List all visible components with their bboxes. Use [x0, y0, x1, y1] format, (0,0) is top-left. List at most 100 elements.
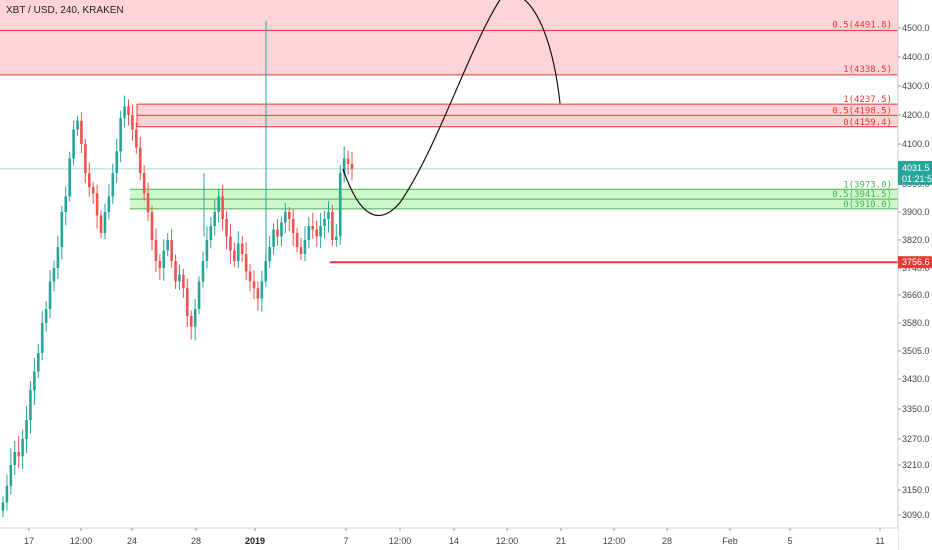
- candle-body: [248, 271, 252, 282]
- candle-body: [295, 233, 299, 247]
- time-tick-label: 12:00: [603, 536, 626, 546]
- candle-body: [103, 212, 107, 233]
- time-tick-label: 12:00: [389, 536, 412, 546]
- candle-body: [284, 212, 287, 223]
- price-tick-label: 3210.0: [902, 460, 930, 470]
- candle-body: [170, 240, 173, 261]
- price-tick-label: 3900.0: [902, 207, 930, 217]
- candle-body: [138, 147, 142, 174]
- candle-body: [123, 106, 126, 118]
- time-tick-label: 28: [191, 536, 201, 546]
- candle-body: [319, 226, 322, 237]
- candle-body: [323, 219, 326, 226]
- time-tick-label: Feb: [722, 536, 738, 546]
- price-tick-label: 4400.0: [902, 52, 930, 62]
- candle-body: [115, 151, 119, 174]
- candle-body: [21, 439, 24, 457]
- time-tick-label: 17: [24, 536, 34, 546]
- candle-body: [280, 222, 283, 237]
- candle-body: [154, 240, 158, 261]
- symbol-title: XBT / USD, 240, KRAKEN: [6, 5, 124, 16]
- candle-body: [217, 196, 220, 212]
- candle-body: [252, 281, 256, 289]
- candle-body: [107, 196, 111, 212]
- price-tick-label: 4200.0: [902, 110, 930, 120]
- zone-label-support-2: 0(3910.0): [843, 200, 892, 210]
- candle-body: [350, 164, 354, 169]
- candle-body: [56, 247, 60, 268]
- candle-body: [256, 288, 260, 299]
- candle-body: [84, 144, 87, 174]
- candle-body: [221, 196, 224, 219]
- time-axis-background: [0, 528, 898, 550]
- candle-body: [127, 106, 130, 115]
- candle-body: [213, 212, 217, 226]
- upper-resistance-zone: [0, 0, 898, 75]
- candle-body: [335, 236, 338, 240]
- candle-body: [240, 243, 244, 254]
- candle-body: [311, 226, 315, 230]
- countdown-timer: 01:21:58: [902, 174, 932, 184]
- candle-body: [131, 115, 134, 130]
- candle-body: [331, 212, 334, 240]
- price-tick-label: 3430.0: [902, 374, 930, 384]
- price-tick-label: 4500.0: [902, 23, 930, 33]
- candle-body: [13, 452, 17, 465]
- zone-label-upper-1: 0.5(4491.8): [832, 20, 892, 30]
- zone-label-resistance-0: 1(4237.5): [843, 95, 892, 105]
- candle-body: [236, 243, 240, 261]
- price-tick-label: 3820.0: [902, 235, 930, 245]
- current-price-value: 4031.5: [902, 163, 930, 173]
- candle-body: [135, 129, 138, 148]
- candle-body: [162, 250, 166, 268]
- price-tick-label: 3580.0: [902, 318, 930, 328]
- plot-background: [0, 0, 898, 528]
- candle-body: [205, 240, 209, 261]
- time-tick-label: 2019: [245, 536, 265, 546]
- candle-body: [52, 268, 56, 282]
- support-price-value: 3756.6: [902, 257, 930, 267]
- candle-body: [197, 281, 201, 309]
- candle-body: [72, 129, 75, 159]
- candle-body: [303, 240, 307, 254]
- candle-body: [182, 274, 185, 289]
- time-tick-label: 11: [875, 536, 884, 546]
- time-tick-label: 12:00: [496, 536, 519, 546]
- candle-body: [342, 158, 346, 174]
- candle-body: [327, 212, 330, 219]
- candle-body: [9, 465, 13, 486]
- candle-body: [40, 323, 44, 353]
- price-axis-background: [898, 0, 932, 550]
- candle-body: [17, 452, 20, 457]
- price-tick-label: 3660.0: [902, 290, 930, 300]
- candle-body: [33, 371, 36, 391]
- candle-body: [174, 261, 177, 282]
- candle-body: [299, 247, 303, 254]
- candle-body: [338, 173, 342, 237]
- candle-body: [186, 288, 189, 316]
- candle-body: [346, 158, 350, 164]
- time-tick-label: 21: [556, 536, 566, 546]
- candle-body: [291, 219, 295, 233]
- support-price-badge: [898, 256, 932, 269]
- price-tick-label: 3150.0: [902, 485, 930, 495]
- time-tick-label: 12:00: [70, 536, 93, 546]
- current-price-badge: [898, 160, 932, 185]
- candle-body: [25, 420, 28, 439]
- candle-body: [119, 117, 122, 152]
- price-tick-label: 4100.0: [902, 139, 930, 149]
- candle-body: [166, 240, 169, 251]
- zone-label-support-1: 0.5(3941.5): [832, 190, 892, 200]
- candle-body: [276, 229, 279, 237]
- time-tick-label: 5: [787, 536, 792, 546]
- candle-body: [142, 173, 146, 194]
- candle-body: [68, 158, 71, 197]
- candle-body: [268, 247, 271, 261]
- candle-body: [260, 281, 264, 299]
- price-tick-label: 3350.0: [902, 404, 930, 414]
- candle-body: [44, 309, 48, 323]
- zone-label-resistance-2: 0(4159.4): [843, 118, 892, 128]
- candle-body: [287, 212, 291, 219]
